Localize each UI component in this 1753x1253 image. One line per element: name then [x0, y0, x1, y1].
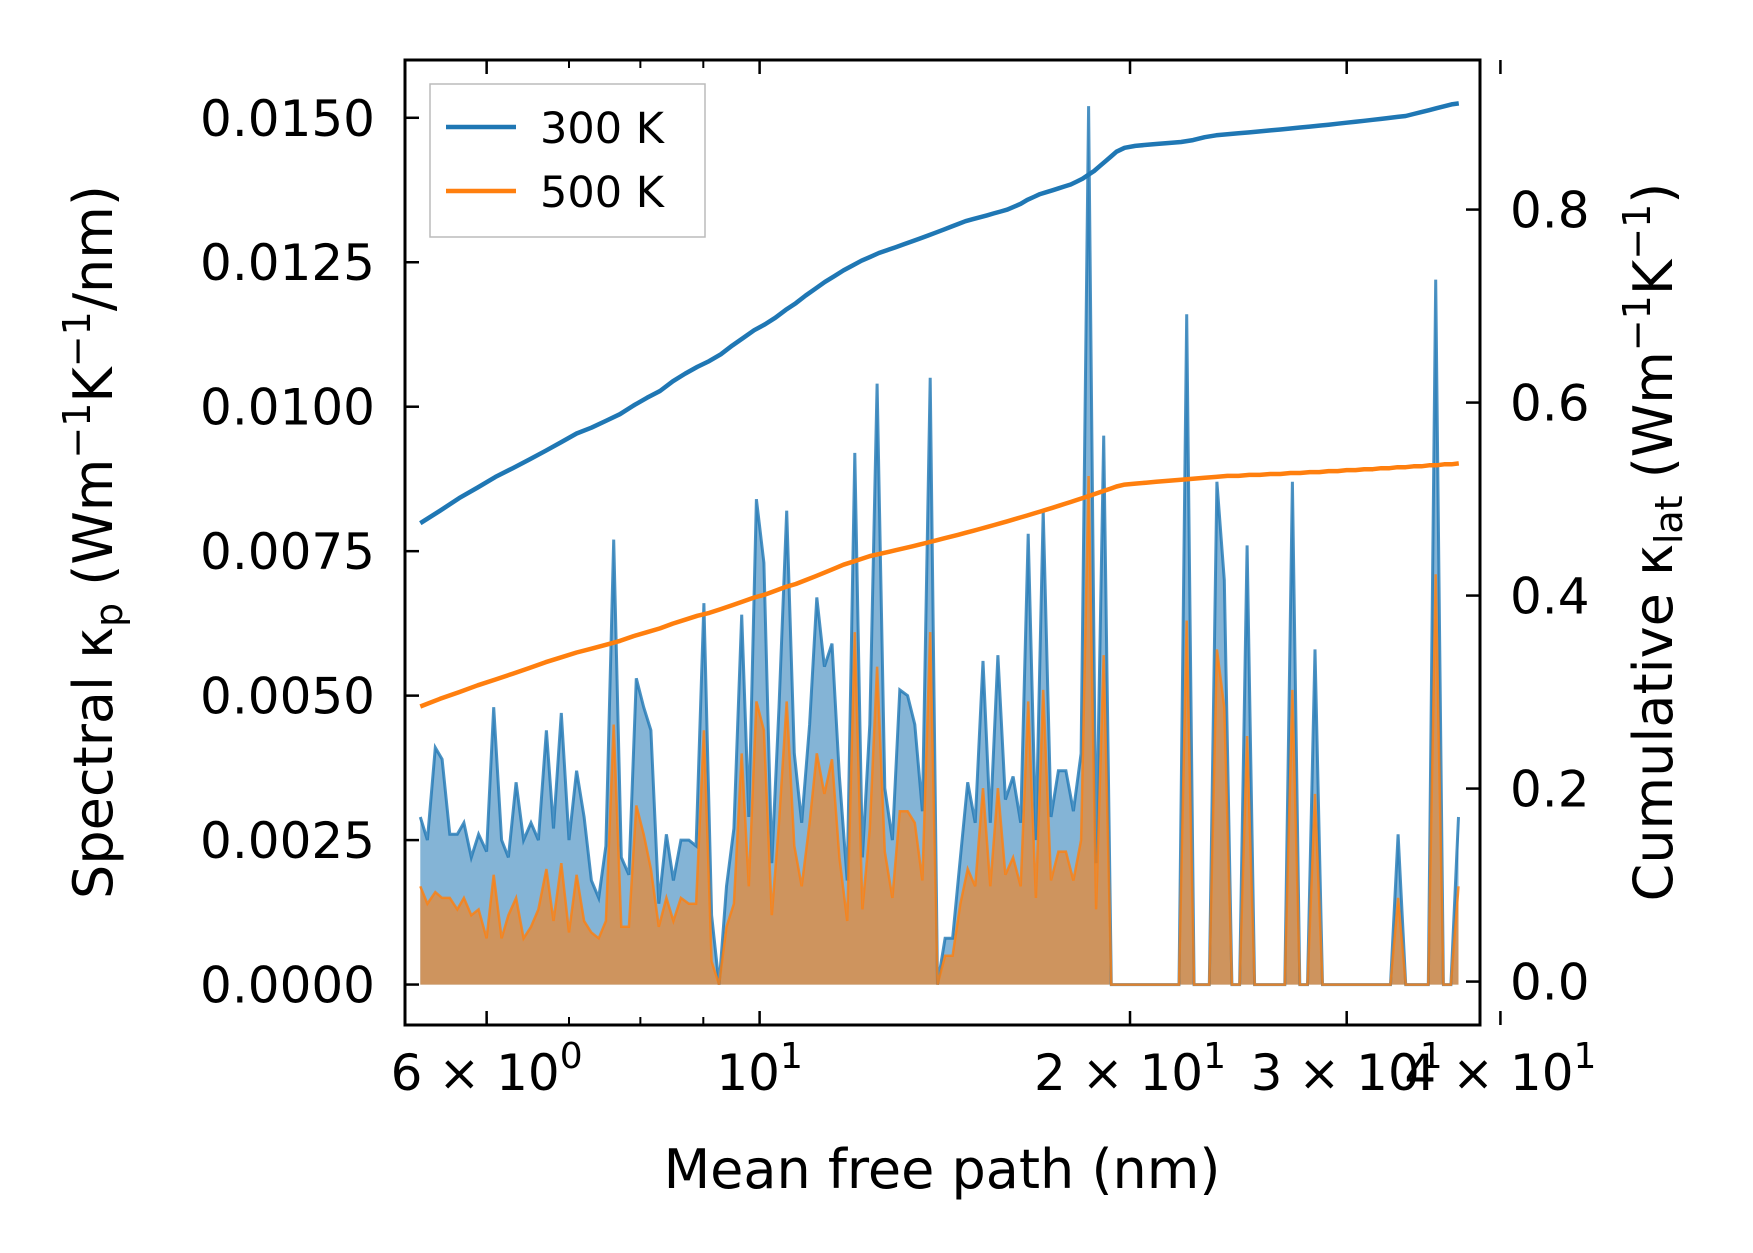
- tick-layer: 0.00000.00250.00500.00750.01000.01250.01…: [200, 60, 1596, 1102]
- x-axis-label: Mean free path (nm): [664, 1138, 1221, 1201]
- x-tick-label-base: 6 × 10: [391, 1044, 560, 1102]
- y-left-tick-label: 0.0075: [200, 523, 375, 581]
- x-tick-label-base: 2 × 10: [1034, 1044, 1203, 1102]
- y-left-tick-label: 0.0125: [200, 234, 375, 292]
- x-tick-label-base: 4 × 10: [1404, 1044, 1573, 1102]
- y-axis-label-left: Spectral κp (Wm−1K−1/nm): [55, 185, 131, 899]
- cumulative-500-k-line: [419, 461, 1460, 709]
- y-left-tick-label: 0.0025: [200, 812, 375, 870]
- y-left-label-part: Spectral κ: [62, 627, 125, 899]
- y-axis-label-right: Cumulative κlat (Wm−1K−1): [1615, 183, 1691, 902]
- y-left-tick-label: 0.0100: [200, 379, 375, 437]
- y-right-tick-label: 0.2: [1510, 761, 1590, 819]
- x-tick-label: 4 × 101: [1404, 1036, 1596, 1102]
- y-left-label-part: −1: [55, 403, 99, 459]
- y-left-label-part: (Wm: [62, 459, 125, 603]
- x-tick-label-exponent: 1: [1574, 1036, 1597, 1077]
- x-tick-label-exponent: 0: [560, 1036, 583, 1077]
- x-tick-label-exponent: 1: [1203, 1036, 1226, 1077]
- legend-label-300k: 300 K: [540, 104, 666, 154]
- plot-frame: [403, 58, 1482, 1027]
- y-right-label-part: −1: [1615, 295, 1659, 351]
- y-left-label-part: −1: [55, 311, 99, 367]
- x-tick-label-base: 3 × 10: [1251, 1044, 1420, 1102]
- y-right-tick-label: 0.8: [1510, 182, 1590, 240]
- y-right-tick-label: 0.6: [1510, 375, 1590, 433]
- x-tick-label: 2 × 101: [1034, 1036, 1226, 1102]
- y-left-tick-label: 0.0000: [200, 957, 375, 1015]
- series-line-layer: [418, 101, 1460, 987]
- legend-frame: [429, 83, 706, 238]
- y-left-label-part: p: [87, 603, 131, 627]
- x-tick-label: 101: [716, 1036, 803, 1102]
- y-right-label-part: −1: [1615, 204, 1659, 260]
- legend: 300 K 500 K: [429, 83, 706, 238]
- y-right-tick-label: 0.4: [1510, 568, 1590, 626]
- x-tick-label: 3 × 101: [1251, 1036, 1443, 1102]
- y-right-label-part: ): [1622, 183, 1685, 204]
- 300-k-spectral-area: [420, 106, 1459, 985]
- y-left-tick-label: 0.0150: [200, 90, 375, 148]
- legend-label-500k: 500 K: [540, 168, 666, 218]
- y-right-label-part: (Wm: [1622, 351, 1685, 495]
- y-left-label-part: K: [62, 366, 125, 403]
- x-tick-label: 6 × 100: [391, 1036, 583, 1102]
- x-tick-label-exponent: 1: [780, 1036, 803, 1077]
- spectral-fill-layer: [420, 106, 1459, 985]
- y-left-tick-label: 0.0050: [200, 668, 375, 726]
- y-right-label-part: lat: [1647, 495, 1691, 544]
- y-right-label-part: K: [1622, 258, 1685, 295]
- y-left-label-part: /nm): [62, 185, 125, 311]
- 500-k-spectral-area: [420, 476, 1459, 985]
- y-right-tick-label: 0.0: [1510, 954, 1590, 1012]
- cumulative-300-k-line: [419, 101, 1460, 526]
- y-right-label-part: Cumulative κ: [1622, 544, 1685, 901]
- 500-k-spectral-line: [419, 475, 1460, 986]
- x-tick-label-exponent: 1: [1420, 1036, 1443, 1077]
- x-tick-label-base: 10: [716, 1044, 780, 1102]
